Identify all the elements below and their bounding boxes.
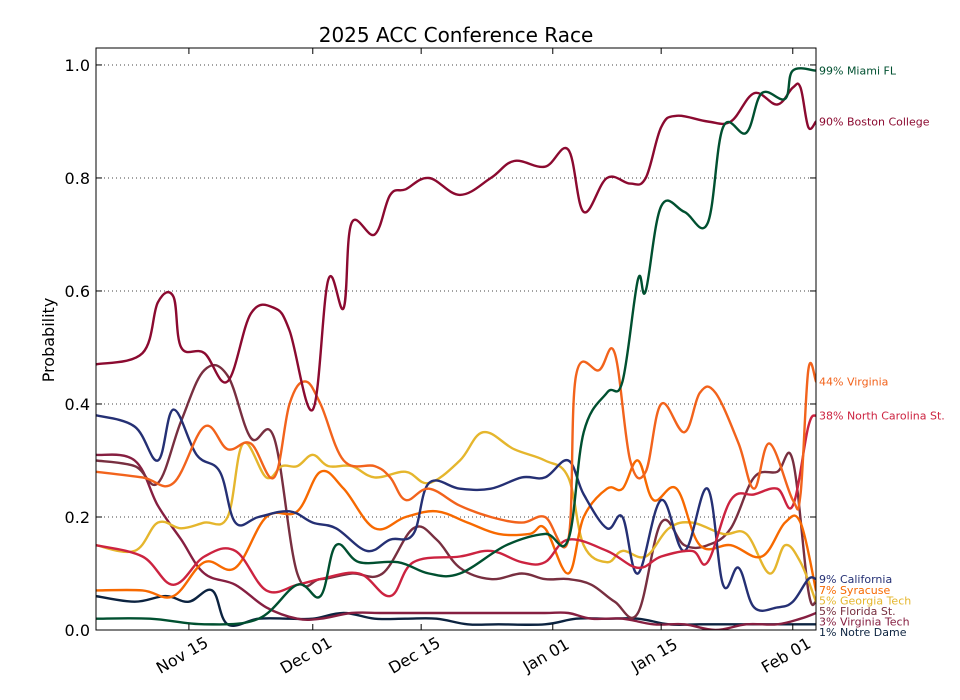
- series-line-notre-dame: [96, 588, 816, 627]
- series-line-miami-fl: [96, 67, 816, 626]
- end-label-virginia: 44% Virginia: [819, 375, 888, 388]
- series-lines: [96, 67, 816, 630]
- x-tick-label: Feb 01: [758, 634, 814, 677]
- y-tick-label: 0.4: [65, 395, 90, 414]
- end-label-miami-fl: 99% Miami FL: [819, 65, 897, 78]
- end-label-florida-st: 5% Florida St.: [819, 605, 896, 618]
- series-line-boston-college: [96, 82, 816, 412]
- end-label-syracuse: 7% Syracuse: [819, 584, 890, 597]
- end-label-notre-dame: 1% Notre Dame: [819, 626, 907, 639]
- end-label-boston-college: 90% Boston College: [819, 115, 930, 128]
- series-line-georgia-tech: [96, 430, 816, 603]
- y-axis-label: Probability: [39, 298, 58, 383]
- x-tick-label: Nov 15: [153, 633, 212, 678]
- end-label-georgia-tech: 5% Georgia Tech: [819, 595, 911, 608]
- x-tick-label: Jan 01: [519, 634, 573, 676]
- y-tick-label: 0.6: [65, 282, 90, 301]
- end-labels: 99% Miami FL 90% Boston College 44% Virgin…: [819, 65, 945, 639]
- y-tick-label: 0.8: [65, 169, 90, 188]
- end-label-virginia-tech: 3% Virginia Tech: [819, 616, 910, 629]
- gridlines: [96, 64, 816, 518]
- end-label-north-carolina-st: 38% North Carolina St.: [819, 409, 945, 422]
- x-tick-label: Jan 15: [627, 634, 681, 676]
- series-line-virginia: [96, 347, 816, 549]
- series-line-north-carolina-st: [96, 414, 816, 598]
- x-tick-label: Dec 15: [385, 633, 443, 678]
- series-line-syracuse: [96, 459, 816, 599]
- x-tick-label: Dec 01: [277, 633, 335, 678]
- series-line-california: [96, 408, 816, 612]
- y-tick-label: 1.0: [65, 56, 90, 75]
- chart-title: 2025 ACC Conference Race: [319, 23, 594, 47]
- plot-area-frame: [95, 47, 817, 631]
- series-line-florida-st: [96, 363, 816, 620]
- y-tick-label: 0.2: [65, 508, 90, 527]
- series-line-virginia-tech: [96, 453, 816, 630]
- end-label-california: 9% California: [819, 573, 892, 586]
- y-tick-label: 0.0: [65, 621, 90, 640]
